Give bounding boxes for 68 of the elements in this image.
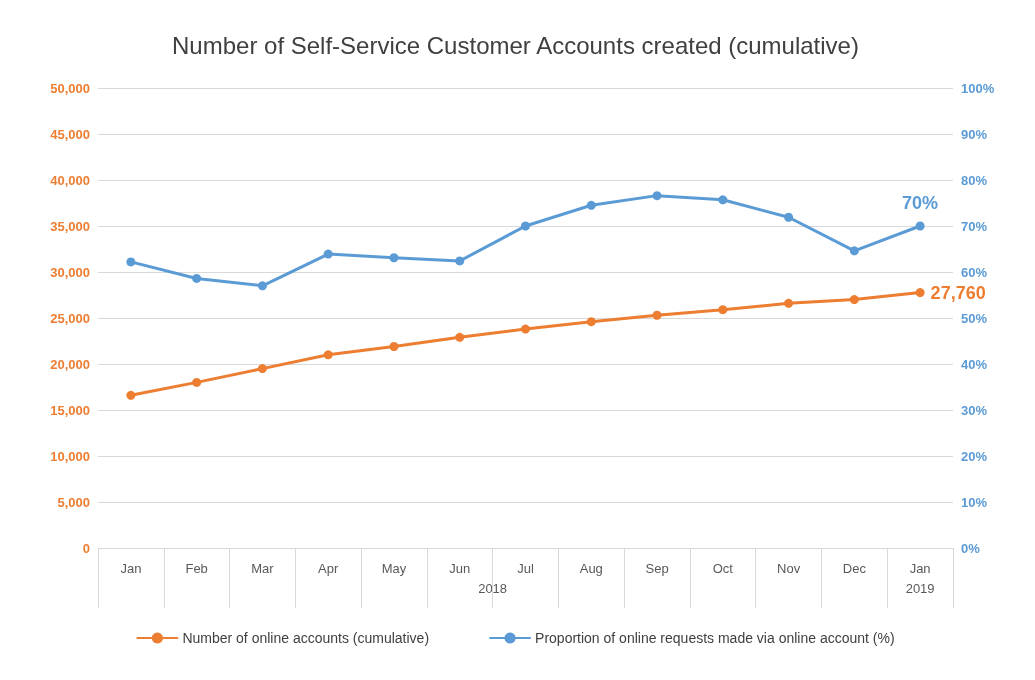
x-tick-label: Jan	[909, 561, 931, 576]
y2-tick-label: 100%	[961, 80, 995, 96]
x-tick-label: Feb	[185, 561, 208, 576]
x-tick-label: Aug	[579, 561, 603, 576]
point	[192, 273, 202, 283]
y2-tick-label: 80%	[961, 172, 988, 188]
y-tick-label: 0	[82, 540, 90, 556]
point	[257, 364, 267, 374]
text: 2019	[905, 580, 935, 596]
point	[784, 212, 794, 222]
point	[586, 200, 596, 210]
legend-label: Proportion of online requests made via online account (%)	[535, 630, 895, 646]
y-tick-label: 10,000	[50, 448, 90, 464]
x-tick-label: Dec	[842, 561, 867, 576]
y-tick-label: 25,000	[50, 310, 90, 326]
data-label: 27,760	[930, 282, 986, 303]
chart-title: Number of Self-Service Customer Accounts created (cumulative)	[172, 31, 859, 59]
point	[915, 288, 925, 298]
y2-tick-label: 30%	[961, 402, 988, 418]
point	[389, 253, 399, 263]
point	[521, 221, 530, 231]
x-tick-label: Nov	[777, 561, 801, 576]
y-tick-label: 50,000	[50, 80, 90, 96]
y2-tick-label: 90%	[961, 126, 988, 142]
point	[718, 195, 728, 205]
y2-tick-label: 60%	[961, 264, 988, 280]
point	[784, 298, 794, 308]
point	[849, 246, 859, 256]
y-tick-label: 5,000	[57, 494, 90, 510]
point	[323, 249, 333, 259]
point	[389, 342, 399, 352]
text: 2018	[478, 580, 508, 596]
point	[652, 191, 662, 201]
x-tick-label: Oct	[712, 561, 734, 576]
legend-label: Number of online accounts (cumulative)	[182, 630, 430, 646]
y-tick-label: 30,000	[50, 264, 90, 280]
point	[455, 256, 465, 266]
y-tick-label: 40,000	[50, 172, 90, 188]
point	[915, 221, 925, 231]
x-tick-label: Sep	[645, 561, 669, 576]
y-tick-label: 35,000	[50, 218, 90, 234]
x-tick-label: Apr	[318, 561, 339, 576]
point	[586, 317, 596, 327]
point	[455, 332, 465, 342]
point	[257, 281, 267, 291]
point	[849, 295, 859, 305]
y2-tick-label: 10%	[961, 494, 988, 510]
x-tick-label: Jul	[517, 561, 534, 576]
y-tick-label: 45,000	[50, 126, 90, 142]
y2-tick-label: 0%	[961, 540, 981, 556]
point	[521, 324, 530, 334]
point	[126, 390, 136, 400]
data-label: 70%	[902, 192, 939, 213]
x-tick-label: Mar	[251, 561, 275, 576]
point	[718, 305, 728, 315]
x-tick-label: Jun	[449, 561, 471, 576]
x-tick-label: May	[381, 561, 407, 576]
y2-tick-label: 20%	[961, 448, 988, 464]
point	[652, 310, 662, 320]
point	[126, 257, 136, 267]
y2-tick-label: 70%	[961, 218, 988, 234]
y2-tick-label: 40%	[961, 356, 988, 372]
y-tick-label: 15,000	[50, 402, 90, 418]
y-tick-label: 20,000	[50, 356, 90, 372]
y2-tick-label: 50%	[961, 310, 988, 326]
x-tick-label: Jan	[120, 561, 142, 576]
point	[323, 350, 333, 360]
point	[192, 377, 202, 387]
